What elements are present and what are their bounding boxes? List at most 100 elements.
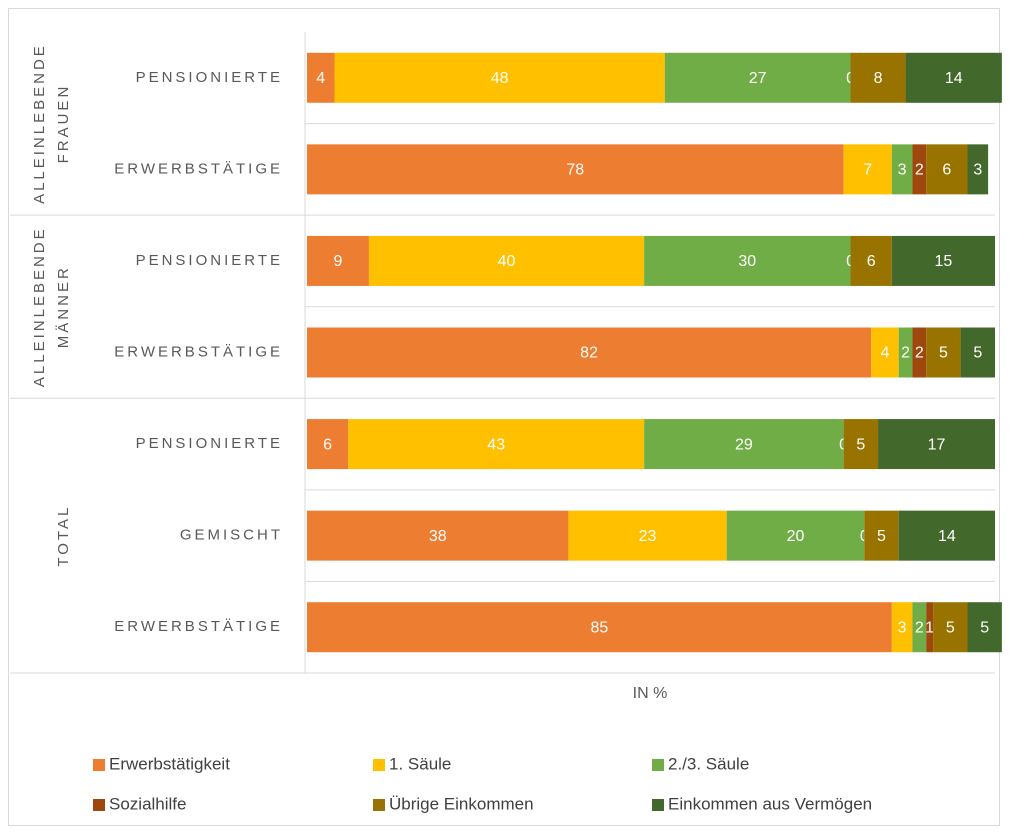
data-label: 14 xyxy=(945,70,963,87)
category-label: PENSIONIERTE xyxy=(136,252,283,269)
legend-label: 2./3. Säule xyxy=(668,754,749,773)
bar-segment xyxy=(926,327,961,378)
legend-swatch xyxy=(373,799,385,811)
x-axis-label: IN % xyxy=(633,685,668,702)
data-label: 15 xyxy=(935,253,953,270)
data-label: 29 xyxy=(735,436,753,453)
legend-label: 1. Säule xyxy=(389,754,451,773)
data-label: 4 xyxy=(880,345,889,362)
bar-segment xyxy=(891,235,995,286)
bar-segment xyxy=(905,52,1002,103)
bar-segment xyxy=(368,235,645,286)
data-label: 3 xyxy=(898,619,907,636)
bar-segment xyxy=(898,327,913,378)
data-label: 27 xyxy=(749,70,767,87)
data-label: 5 xyxy=(946,619,955,636)
bar-segment xyxy=(878,419,995,470)
legend-swatch xyxy=(652,759,664,771)
category-label: ERWERBSTÄTIGE xyxy=(114,343,283,360)
data-label: 85 xyxy=(591,619,609,636)
bar-segment xyxy=(568,510,727,561)
data-label: 6 xyxy=(942,162,951,179)
data-label: 14 xyxy=(938,528,956,545)
data-label: 40 xyxy=(498,253,516,270)
bar-segment xyxy=(891,602,913,653)
bar-segment xyxy=(307,510,569,561)
data-label: 8 xyxy=(874,70,883,87)
data-label: 2 xyxy=(915,345,924,362)
bar-segment xyxy=(307,419,349,470)
bar-segment xyxy=(960,327,995,378)
chart-border xyxy=(8,8,1000,826)
legend-label: Einkommen aus Vermögen xyxy=(668,794,872,813)
bar-segment xyxy=(334,52,665,103)
bar-segment xyxy=(912,144,927,195)
data-label: 23 xyxy=(639,528,657,545)
bar-segment xyxy=(933,602,968,653)
category-label: ERWERBSTÄTIGE xyxy=(114,618,283,635)
data-label: 6 xyxy=(323,436,332,453)
bar-segment xyxy=(726,510,865,561)
bar-segment xyxy=(307,235,369,286)
data-label: 6 xyxy=(867,253,876,270)
group-label: ALLEINLEBENDE xyxy=(31,43,48,204)
data-label: 5 xyxy=(856,436,865,453)
bar-segment xyxy=(871,327,899,378)
data-label: 30 xyxy=(738,253,756,270)
bar-segment xyxy=(967,602,1002,653)
data-label: 48 xyxy=(491,70,509,87)
data-label: 20 xyxy=(787,528,805,545)
bar-segment xyxy=(912,602,927,653)
bar-segment xyxy=(843,144,892,195)
bar-segment xyxy=(967,144,989,195)
bar-segment xyxy=(307,602,892,653)
legend-swatch xyxy=(93,759,105,771)
data-label: 38 xyxy=(429,528,447,545)
data-label: 9 xyxy=(334,253,343,270)
bar-segment xyxy=(864,510,899,561)
data-label: 5 xyxy=(973,345,982,362)
bar-segment xyxy=(926,144,968,195)
data-label: 2 xyxy=(915,619,924,636)
data-label: 2 xyxy=(915,162,924,179)
group-label: FRAUEN xyxy=(55,84,72,164)
bar-segment xyxy=(307,144,844,195)
bar-segment xyxy=(912,327,927,378)
category-label: ERWERBSTÄTIGE xyxy=(114,160,283,177)
legend-label: Sozialhilfe xyxy=(109,794,187,813)
bar-segment xyxy=(898,510,995,561)
category-label: GEMISCHT xyxy=(180,527,283,544)
bar-segment xyxy=(850,235,892,286)
bar-segment xyxy=(348,419,645,470)
data-label: 78 xyxy=(566,162,584,179)
data-label: 4 xyxy=(316,70,325,87)
legend-swatch xyxy=(652,799,664,811)
data-label: 3 xyxy=(898,162,907,179)
legend-label: Erwerbstätigkeit xyxy=(109,754,230,773)
data-label: 7 xyxy=(863,162,872,179)
bar-segment xyxy=(850,52,906,103)
bar-segment xyxy=(891,144,913,195)
legend-swatch xyxy=(93,799,105,811)
bar-segment xyxy=(843,419,879,470)
bar-segment xyxy=(307,327,872,378)
group-label: ALLEINLEBENDE xyxy=(31,226,48,387)
group-label: TOTAL xyxy=(55,505,72,567)
bar-segment xyxy=(307,52,335,103)
data-label: 5 xyxy=(980,619,989,636)
data-label: 43 xyxy=(487,436,505,453)
bar-segment xyxy=(664,52,851,103)
legend-swatch xyxy=(373,759,385,771)
bar-segment xyxy=(644,419,844,470)
category-label: PENSIONIERTE xyxy=(136,69,283,86)
data-label: 2 xyxy=(901,345,910,362)
bar-segment xyxy=(644,235,851,286)
data-label: 5 xyxy=(877,528,886,545)
legend-label: Übrige Einkommen xyxy=(389,794,534,813)
data-label: 5 xyxy=(939,345,948,362)
group-label: MÄNNER xyxy=(55,265,72,348)
data-label: 82 xyxy=(580,345,598,362)
data-label: 17 xyxy=(928,436,946,453)
data-label: 1 xyxy=(925,619,934,636)
